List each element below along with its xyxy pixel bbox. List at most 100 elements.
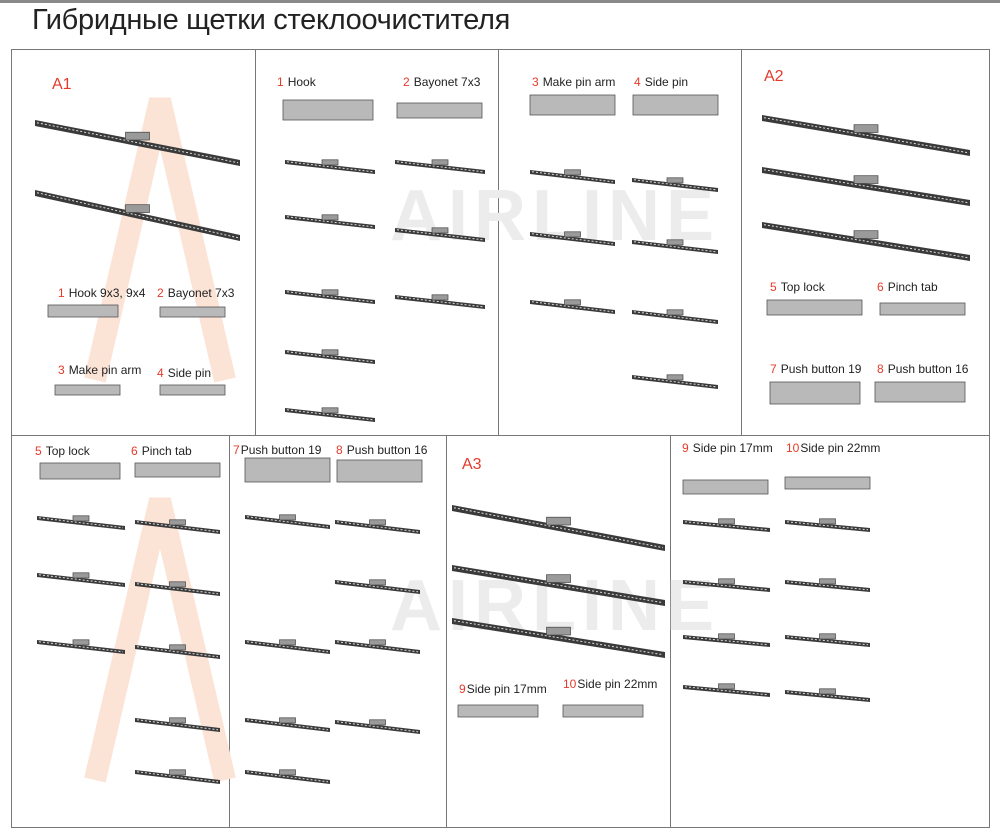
- wiper-blade: [285, 160, 375, 174]
- blade-adapter: [369, 519, 386, 526]
- label-text: Top lock: [45, 444, 90, 458]
- blade-hatch: [336, 521, 419, 533]
- label-bayonet: 2 Bayonet 7x3: [403, 75, 480, 89]
- blade-hatch: [684, 581, 769, 591]
- adapter-connector: [47, 304, 119, 318]
- wiper-blade: [37, 640, 125, 654]
- blade-hatch: [786, 691, 869, 701]
- blade-adapter: [546, 626, 571, 636]
- blade-adapter: [321, 289, 339, 296]
- label-push19: 7Push button 19: [233, 443, 321, 457]
- label-text: Top lock: [780, 280, 825, 294]
- wiper-blade: [452, 505, 665, 551]
- section-a2: A2: [764, 68, 784, 85]
- adapter-connector: [54, 384, 121, 396]
- label-number: 7: [233, 443, 240, 457]
- blade-adapter: [321, 214, 339, 221]
- blade-adapter: [718, 683, 735, 690]
- blade-hatch: [763, 169, 969, 204]
- wiper-blade: [285, 408, 375, 422]
- label-text: Side pin 17mm: [692, 441, 773, 455]
- blade-hatch: [684, 636, 769, 646]
- blade-hatch: [396, 296, 484, 308]
- label-text: Push button 19: [780, 362, 862, 376]
- blade-adapter: [369, 639, 386, 646]
- label-number: 10: [563, 677, 577, 691]
- blade-adapter: [564, 169, 581, 176]
- wiper-blade: [395, 228, 485, 242]
- label-push16: 8 Push button 16: [336, 443, 427, 457]
- logo-mark-icon: [84, 97, 236, 383]
- label-a2-pinchtab: 6 Pinch tab: [877, 280, 938, 294]
- label-text: Pinch tab: [141, 444, 192, 458]
- label-number: 1: [58, 286, 65, 300]
- label-text: Side pin: [167, 366, 212, 380]
- blade-adapter: [853, 124, 879, 133]
- blade-adapter: [72, 515, 90, 522]
- blade-adapter: [125, 131, 150, 141]
- label-number: 5: [35, 444, 42, 458]
- adapter-connector: [682, 479, 769, 495]
- blade-adapter: [279, 717, 296, 724]
- wiper-blade: [395, 160, 485, 174]
- blade-adapter: [666, 309, 684, 316]
- blade-hatch: [336, 641, 419, 653]
- wiper-blade: [762, 115, 970, 156]
- wiper-blade: [762, 167, 970, 206]
- blade-hatch: [633, 311, 717, 323]
- blade-adapter: [169, 581, 186, 588]
- blade-adapter: [718, 518, 735, 525]
- label-text: Push button 16: [346, 443, 428, 457]
- blade-hatch: [633, 376, 717, 388]
- label-number: 3: [532, 75, 539, 89]
- blade-adapter: [431, 159, 449, 166]
- blade-hatch: [246, 516, 329, 528]
- blade-hatch: [684, 686, 769, 696]
- blade-adapter: [564, 231, 581, 238]
- blade-hatch: [246, 771, 329, 783]
- label-pinchtab: 6 Pinch tab: [131, 444, 192, 458]
- label-hook: 1 Hook: [277, 75, 316, 89]
- adapter-connector: [336, 459, 423, 483]
- label-text: Bayonet 7x3: [413, 75, 481, 89]
- blade-adapter: [819, 578, 836, 585]
- label-sidepin22: 10Side pin 22mm: [786, 441, 880, 455]
- blade-hatch: [396, 161, 484, 173]
- label-number: 7: [770, 362, 777, 376]
- label-a2-toplock: 5 Top lock: [770, 280, 825, 294]
- blade-adapter: [546, 574, 571, 583]
- label-text: Side pin: [644, 75, 689, 89]
- blade-adapter: [819, 688, 836, 695]
- section-a1: A1: [52, 76, 72, 93]
- blade-adapter: [321, 407, 339, 414]
- label-text: Side pin 22mm: [577, 677, 658, 691]
- blade-adapter: [279, 639, 296, 646]
- label-number: 5: [770, 280, 777, 294]
- label-text: Side pin 17mm: [466, 682, 547, 696]
- label-a3-sidepin17: 9Side pin 17mm: [459, 682, 547, 696]
- blade-adapter: [169, 769, 186, 776]
- blade-hatch: [684, 521, 769, 531]
- label-text: Push button 16: [887, 362, 969, 376]
- label-number: 9: [459, 682, 466, 696]
- wiper-blade: [35, 190, 240, 241]
- adapter-connector: [134, 462, 221, 478]
- blade-hatch: [136, 719, 219, 731]
- wiper-blade: [285, 215, 375, 229]
- label-text: Push button 19: [240, 443, 322, 457]
- label-number: 4: [157, 366, 164, 380]
- label-a1-pinarm: 3 Make pin arm: [58, 363, 141, 377]
- blade-hatch: [786, 521, 869, 531]
- blade-adapter: [666, 177, 684, 184]
- blade-hatch: [286, 291, 374, 303]
- blade-hatch: [246, 641, 329, 653]
- blade-hatch: [336, 721, 419, 733]
- adapter-connector: [562, 704, 644, 718]
- blade-hatch: [136, 646, 219, 658]
- adapter-connector: [159, 306, 226, 318]
- blade-adapter: [819, 518, 836, 525]
- label-a3-sidepin22: 10Side pin 22mm: [563, 677, 657, 691]
- blade-adapter: [718, 633, 735, 640]
- blade-adapter: [819, 633, 836, 640]
- blade-adapter: [853, 230, 879, 239]
